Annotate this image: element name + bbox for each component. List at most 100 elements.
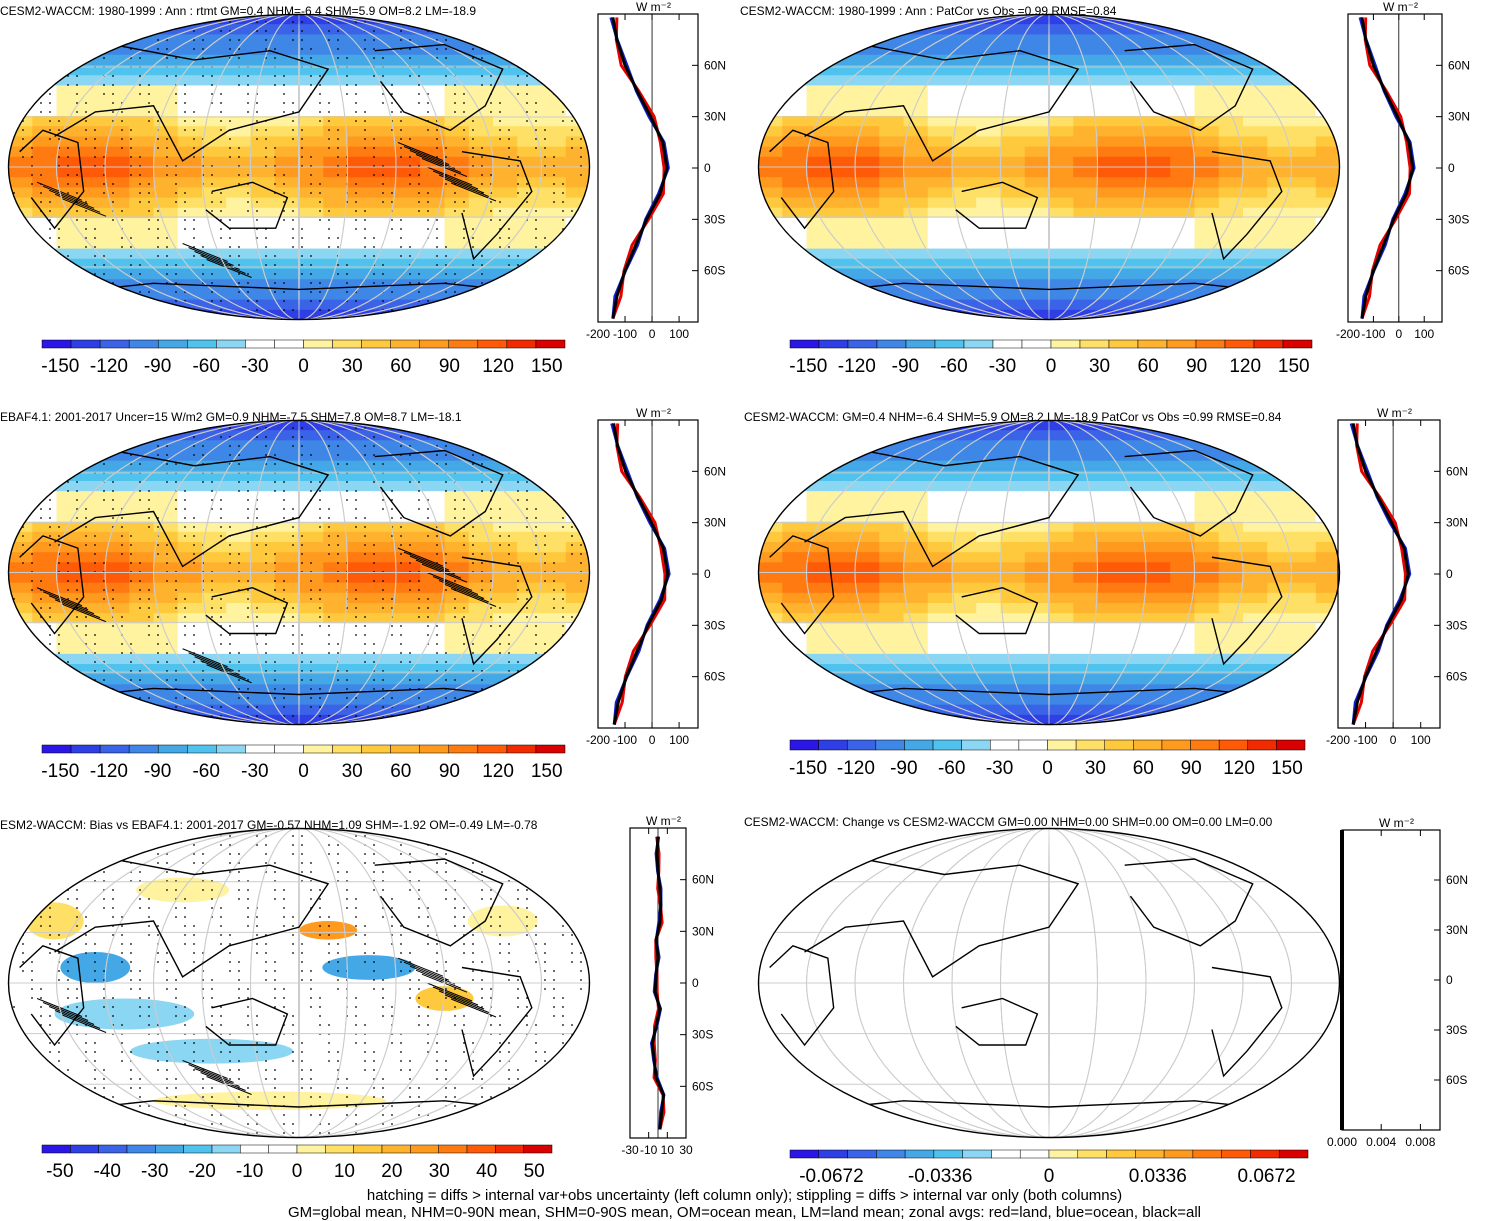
bias-anomaly (60, 952, 130, 983)
field-cell (1049, 440, 1074, 451)
field-cell (831, 623, 856, 634)
field-cell (493, 34, 518, 45)
field-cell (831, 228, 856, 239)
field-cell (1025, 147, 1050, 158)
field-cell (1316, 14, 1341, 25)
field-cell (1049, 532, 1074, 543)
field-cell (1122, 583, 1147, 594)
field-cell (1073, 644, 1098, 655)
colorbar-swatch (245, 745, 274, 753)
field-cell (1146, 136, 1171, 147)
colorbar-swatch (420, 340, 449, 348)
field-cell (782, 491, 807, 502)
colorbar-swatch (304, 745, 333, 753)
colorbar-swatch (42, 1145, 70, 1153)
field-cell (1292, 522, 1317, 533)
field-cell (81, 136, 106, 147)
field-cell (129, 249, 154, 260)
field-cell (782, 167, 807, 178)
field-cell (831, 300, 856, 311)
field-cell (1195, 157, 1220, 168)
field-cell (493, 14, 518, 25)
field-cell (976, 552, 1001, 563)
field-cell (154, 583, 179, 594)
field-cell (807, 24, 832, 35)
field-cell (81, 279, 106, 290)
field-cell (542, 136, 567, 147)
field-cell (1316, 279, 1341, 290)
field-cell (928, 187, 953, 198)
field-cell (1316, 501, 1341, 512)
field-cell (1292, 65, 1317, 76)
field-cell (32, 167, 57, 178)
field-cell (1316, 654, 1341, 665)
field-cell (129, 187, 154, 198)
field-cell (1243, 664, 1268, 675)
field-cell (323, 228, 348, 239)
field-cell (1146, 228, 1171, 239)
field-cell (1025, 695, 1050, 706)
field-cell (879, 259, 904, 270)
colorbar-tick-label: -0.0672 (799, 1166, 863, 1187)
field-cell (904, 420, 929, 431)
field-cell (831, 583, 856, 594)
field-cell (81, 34, 106, 45)
field-cell (1243, 126, 1268, 137)
field-cell (275, 481, 300, 492)
field-cell (57, 420, 82, 431)
field-cell (952, 634, 977, 645)
field-cell (445, 461, 470, 472)
field-cell (251, 136, 276, 147)
field-cell (1316, 684, 1341, 695)
field-cell (8, 552, 33, 563)
field-cell (976, 664, 1001, 675)
field-cell (348, 501, 373, 512)
field-cell (952, 96, 977, 107)
field-cell (1316, 167, 1341, 178)
field-cell (226, 430, 251, 441)
colorbar-swatch (876, 740, 905, 750)
field-cell (178, 116, 203, 127)
field-cell (178, 238, 203, 249)
field-cell (251, 644, 276, 655)
field-cell (1122, 55, 1147, 66)
field-cell (1267, 218, 1292, 229)
field-cell (928, 167, 953, 178)
field-cell (57, 34, 82, 45)
field-cell (566, 603, 591, 614)
field-cell (1219, 695, 1244, 706)
field-cell (81, 228, 106, 239)
field-cell (758, 279, 783, 290)
field-cell (299, 259, 324, 270)
field-cell (251, 552, 276, 563)
field-cell (855, 695, 880, 706)
field-cell (469, 481, 494, 492)
zonal-lat-tick: 30S (1446, 1023, 1467, 1037)
field-cell (81, 491, 106, 502)
field-cell (1025, 532, 1050, 543)
field-cell (1122, 573, 1147, 584)
field-cell (1170, 259, 1195, 270)
field-cell (275, 167, 300, 178)
field-cell (807, 684, 832, 695)
field-cell (758, 695, 783, 706)
zonal-lat-tick: 30S (704, 212, 725, 226)
field-cell (1243, 430, 1268, 441)
field-cell (372, 228, 397, 239)
field-cell (542, 623, 567, 634)
field-cell (57, 14, 82, 25)
field-cell (57, 106, 82, 117)
colorbar-swatch (362, 340, 391, 348)
field-cell (855, 300, 880, 311)
field-cell (1219, 573, 1244, 584)
colorbar-swatch (127, 1145, 155, 1153)
field-cell (493, 126, 518, 137)
field-cell (1049, 157, 1074, 168)
field-cell (855, 451, 880, 462)
colorbar-swatch (1051, 340, 1080, 348)
colorbar-swatch (1109, 340, 1138, 348)
colorbar-tick-label: 30 (429, 1161, 450, 1182)
field-cell (1073, 501, 1098, 512)
field-cell (1122, 279, 1147, 290)
field-cell (831, 279, 856, 290)
